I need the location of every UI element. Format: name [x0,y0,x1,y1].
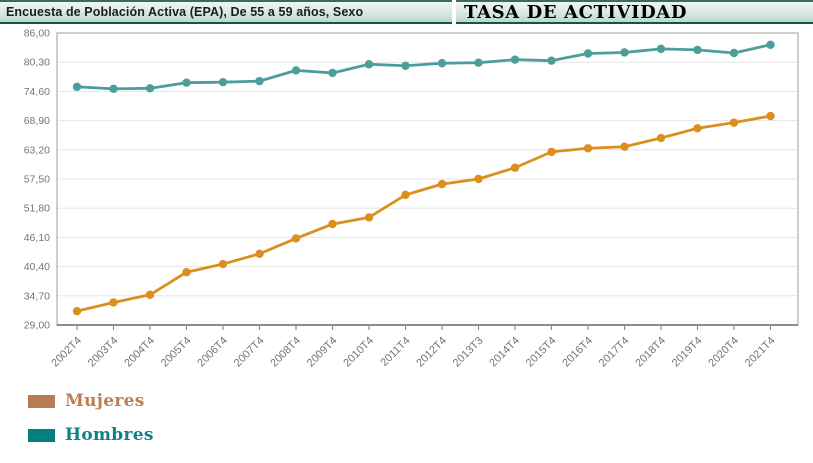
x-axis-tick-label: 2013T3 [451,335,486,370]
hombres-color-swatch [28,428,55,442]
data-point-hombres-2003T4[interactable] [109,84,118,94]
data-point-hombres-2010T4[interactable] [364,60,374,69]
data-point-hombres-2004T4[interactable] [145,84,155,93]
x-axis-tick-label: 2011T4 [378,335,412,369]
y-axis-tick-label: 34,70 [24,290,50,302]
data-point-hombres-2017T4[interactable] [620,48,629,57]
data-point-mujeres-2017T4[interactable] [620,142,629,151]
series-line-mujeres [75,114,772,313]
data-point-hombres-2016T4[interactable] [583,49,593,58]
y-axis-tick-label: 80,30 [24,57,50,69]
x-axis-tick-label: 2015T4 [524,335,559,370]
x-axis-tick-label: 2004T4 [122,335,157,370]
chart-title: TASA DE ACTIVIDAD [464,1,688,23]
data-point-mujeres-2006T4[interactable] [218,259,228,269]
data-point-hombres-2008T4[interactable] [291,66,301,75]
data-point-mujeres-2008T4[interactable] [291,234,301,243]
x-axis-tick-label: 2021T4 [743,335,778,370]
line-chart: 86,00 80,30 74,60 68,90 63,20 57,50 51,80 46,10… [24,28,799,370]
y-axis-tick-label: 40,40 [24,261,50,273]
data-point-mujeres-2019T4[interactable] [693,124,702,133]
series-line-hombres [75,43,772,91]
x-axis-tick-label: 2017T4 [597,335,632,370]
legend-item-mujeres[interactable]: Mujeres [28,390,428,412]
data-point-hombres-2019T4[interactable] [693,45,702,55]
y-axis-tick-label: 51,80 [24,203,50,215]
y-axis-tick-label: 29,00 [24,320,50,332]
data-point-mujeres-2018T4[interactable] [656,133,666,143]
data-point-mujeres-2003T4[interactable] [109,298,118,307]
data-point-hombres-2007T4[interactable] [255,76,264,86]
data-point-hombres-2002T4[interactable] [72,82,82,91]
data-point-mujeres-2011T4[interactable] [401,190,410,200]
data-point-mujeres-2002T4[interactable] [72,306,82,316]
data-point-hombres-2013T3[interactable] [474,58,483,67]
x-axis-tick-label: 2007T4 [232,335,267,370]
legend-item-hombres[interactable]: Hombres [28,424,428,446]
data-point-mujeres-2016T4[interactable] [583,144,593,153]
y-axis-tick-label: 57,50 [24,174,50,186]
x-axis-tick-label: 2014T4 [487,335,522,370]
y-axis-tick-label: 68,90 [24,115,50,127]
legend-label-mujeres: Mujeres [65,391,145,411]
y-axis-tick-label: 74,60 [24,86,50,98]
data-point-hombres-2021T4[interactable] [766,40,775,49]
chart-legend: Mujeres Hombres [28,390,428,458]
data-point-mujeres-2020T4[interactable] [729,118,739,127]
data-point-mujeres-2021T4[interactable] [766,111,775,121]
legend-label-hombres: Hombres [65,425,154,445]
data-point-hombres-2012T4[interactable] [437,59,447,68]
x-axis-tick-label: 2008T4 [268,335,303,370]
x-axis-tick-label: 2006T4 [195,335,230,370]
data-point-mujeres-2014T4[interactable] [510,163,520,172]
data-point-mujeres-2009T4[interactable] [328,219,337,229]
data-point-mujeres-2005T4[interactable] [182,268,191,277]
x-axis-tick-label: 2016T4 [560,335,595,370]
data-point-hombres-2009T4[interactable] [328,68,337,78]
chart-subtitle-bar: Encuesta de Población Activa (EPA), De 5… [0,0,452,24]
x-axis-tick-label: 2003T4 [86,335,121,370]
y-axis-tick-label: 46,10 [24,232,50,244]
data-point-mujeres-2015T4[interactable] [547,147,556,157]
data-point-mujeres-2013T3[interactable] [474,174,483,184]
chart-subtitle: Encuesta de Población Activa (EPA), De 5… [6,5,364,19]
data-point-hombres-2011T4[interactable] [401,61,410,70]
data-point-hombres-2020T4[interactable] [729,48,739,58]
x-axis-tick-label: 2018T4 [633,335,668,370]
x-axis-tick-label: 2019T4 [670,335,705,370]
mujeres-color-swatch [28,394,55,408]
x-axis-tick-label: 2010T4 [341,335,376,370]
chart-header: Encuesta de Población Activa (EPA), De 5… [0,0,813,24]
x-axis-tick-label: 2012T4 [414,335,449,370]
x-axis-tick-label: 2020T4 [706,335,741,370]
data-point-hombres-2005T4[interactable] [182,78,191,87]
data-point-hombres-2006T4[interactable] [218,77,228,87]
data-point-hombres-2018T4[interactable] [656,44,666,54]
chart-canvas: 86,00 80,30 74,60 68,90 63,20 57,50 51,80 46,10… [24,28,799,370]
data-point-mujeres-2012T4[interactable] [437,179,447,189]
x-axis-tick-label: 2002T4 [49,335,84,370]
chart-title-bar: TASA DE ACTIVIDAD [456,0,813,24]
data-point-mujeres-2007T4[interactable] [255,249,264,258]
data-point-mujeres-2004T4[interactable] [145,290,155,299]
data-point-hombres-2014T4[interactable] [510,55,520,64]
y-axis-tick-label: 63,20 [24,144,50,156]
y-axis-tick-label: 86,00 [24,28,50,40]
data-point-mujeres-2010T4[interactable] [364,213,374,222]
data-point-hombres-2015T4[interactable] [547,56,556,65]
x-axis-tick-label: 2009T4 [305,335,340,370]
x-axis-tick-label: 2005T4 [159,335,194,370]
